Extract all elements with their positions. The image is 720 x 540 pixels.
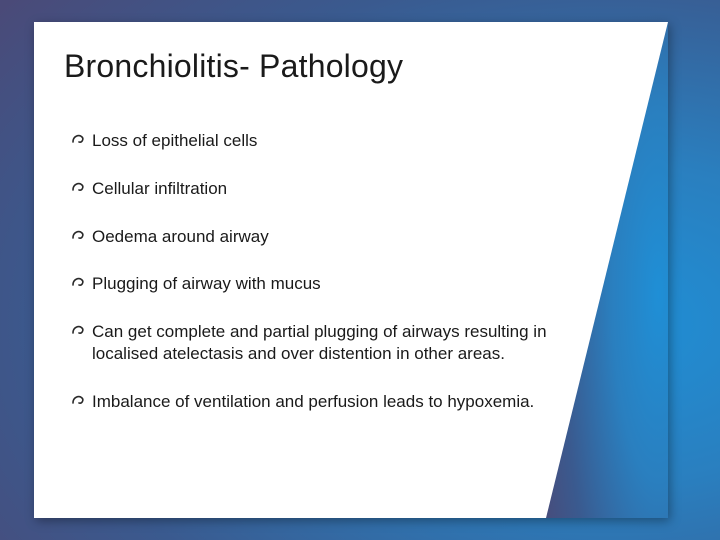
list-item-text: Oedema around airway [92,227,269,246]
bullet-list: Loss of epithelial cells Cellular infilt… [70,130,610,412]
list-item: Can get complete and partial plugging of… [70,321,610,365]
slide-title: Bronchiolitis- Pathology [64,48,403,85]
list-item-text: Loss of epithelial cells [92,131,257,150]
swirl-bullet-icon [70,274,86,290]
list-item-text: Can get complete and partial plugging of… [92,322,547,363]
swirl-bullet-icon [70,179,86,195]
list-item: Cellular infiltration [70,178,610,200]
swirl-bullet-icon [70,227,86,243]
list-item-text: Imbalance of ventilation and perfusion l… [92,392,534,411]
list-item: Oedema around airway [70,226,610,248]
list-item-text: Plugging of airway with mucus [92,274,321,293]
list-item: Loss of epithelial cells [70,130,610,152]
swirl-bullet-icon [70,131,86,147]
list-item: Imbalance of ventilation and perfusion l… [70,391,610,413]
slide-background: Bronchiolitis- Pathology Loss of epithel… [0,0,720,540]
swirl-bullet-icon [70,322,86,338]
list-item-text: Cellular infiltration [92,179,227,198]
list-item: Plugging of airway with mucus [70,273,610,295]
swirl-bullet-icon [70,392,86,408]
